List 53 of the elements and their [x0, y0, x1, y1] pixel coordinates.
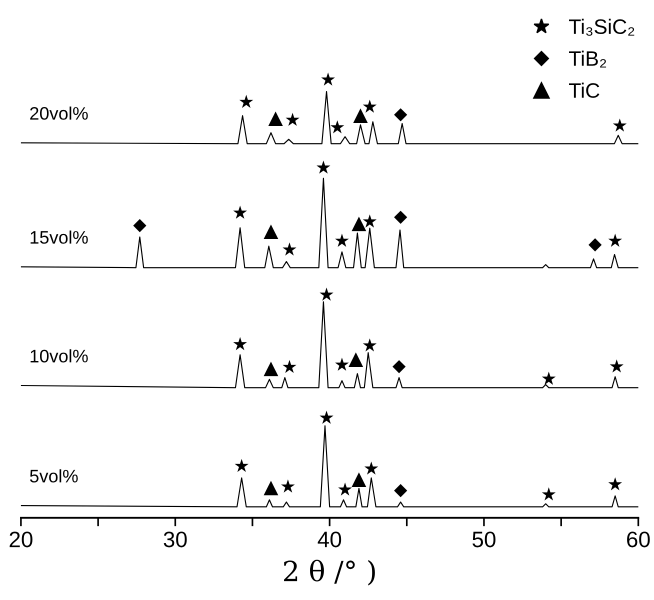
point [364, 461, 378, 475]
series-label: 20vol% [30, 106, 88, 120]
point [612, 118, 627, 132]
point [281, 479, 295, 493]
point [362, 100, 377, 113]
point [234, 458, 249, 472]
point [320, 288, 334, 301]
point [321, 72, 335, 86]
x-axis-title: 2 θ /° ) [284, 560, 375, 586]
point [610, 359, 624, 373]
point [394, 210, 408, 224]
point [264, 480, 278, 496]
point [338, 482, 352, 496]
point [394, 108, 408, 122]
x-tick-label: 50 [472, 532, 496, 548]
point [286, 112, 300, 126]
point [362, 214, 377, 228]
point [282, 360, 296, 373]
x-tick-label: 40 [318, 532, 342, 548]
point [362, 338, 377, 352]
point [542, 487, 556, 500]
point [282, 242, 296, 256]
point [394, 484, 408, 498]
point [268, 111, 283, 126]
point [588, 238, 602, 252]
point [335, 358, 349, 371]
point [133, 219, 146, 232]
point [264, 362, 278, 376]
series-label: 5vol% [30, 469, 78, 483]
point [348, 352, 364, 367]
point [264, 224, 278, 240]
series-label: 10vol% [30, 349, 88, 362]
point [316, 160, 330, 174]
legend-label: Ti₃SiC₂ [569, 18, 634, 36]
point [320, 410, 334, 424]
point [239, 94, 254, 108]
point [392, 360, 406, 374]
point [233, 337, 248, 350]
point [608, 234, 622, 247]
point [233, 206, 248, 219]
point [352, 472, 366, 487]
point [353, 108, 368, 123]
series-label: 15vol% [30, 230, 88, 244]
x-tick-label: 30 [164, 532, 187, 548]
x-tick-label: 20 [10, 532, 32, 548]
point [335, 234, 349, 247]
x-tick-label: 60 [627, 532, 650, 548]
legend-label: TiB₂ [569, 50, 606, 68]
point [542, 372, 556, 385]
point [608, 477, 622, 490]
legend-label: TiC [569, 82, 600, 98]
point [352, 216, 366, 232]
point [330, 120, 344, 134]
